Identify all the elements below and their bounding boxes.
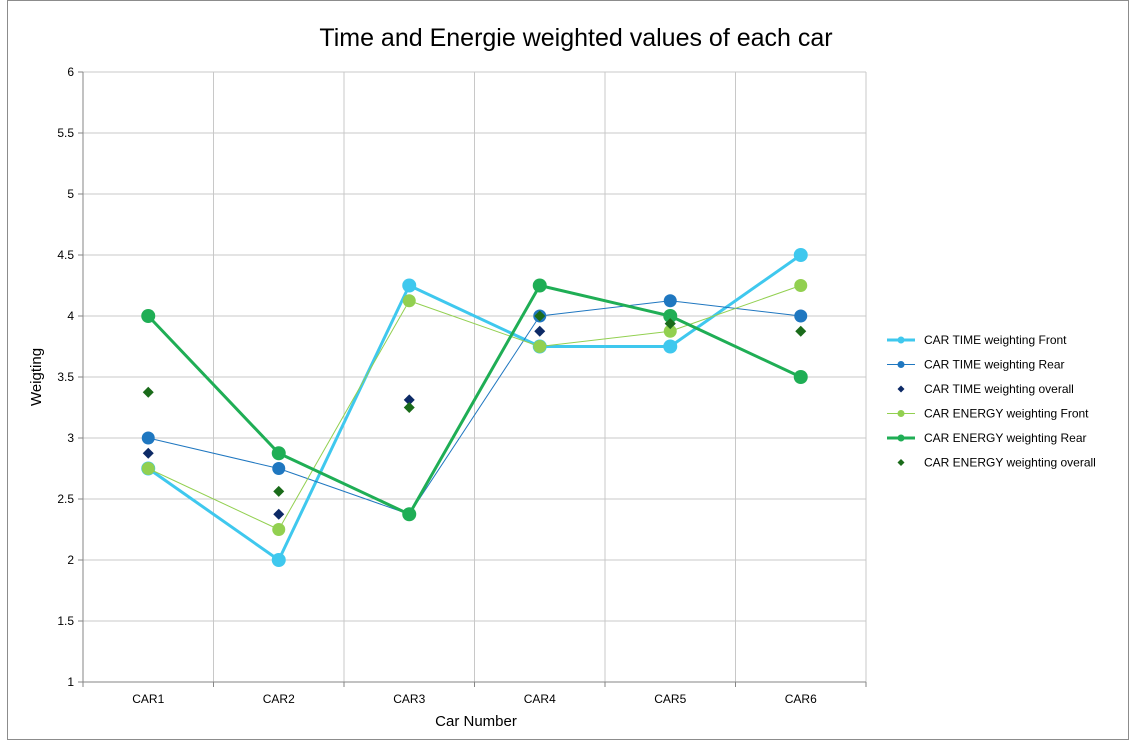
x-tick-label: CAR2 <box>263 692 295 706</box>
legend-item: CAR TIME weighting overall <box>897 382 1074 396</box>
series-layer <box>141 248 808 567</box>
data-point <box>532 278 547 293</box>
data-point <box>663 294 677 308</box>
data-point <box>271 446 286 461</box>
data-point <box>142 447 154 459</box>
data-point <box>663 324 677 338</box>
x-tick-label: CAR3 <box>393 692 425 706</box>
data-point <box>402 278 417 293</box>
legend-label: CAR TIME weighting Front <box>924 333 1067 347</box>
data-point <box>795 325 807 337</box>
legend-swatch <box>897 459 905 466</box>
y-tick-label: 1 <box>67 675 74 689</box>
data-point <box>141 462 155 475</box>
y-axis-title: Weigting <box>28 348 45 406</box>
legend-label: CAR ENERGY weighting overall <box>924 456 1096 470</box>
legend-marker <box>897 434 905 442</box>
legend-swatch <box>887 410 915 417</box>
legend-item: CAR ENERGY weighting Rear <box>887 431 1087 445</box>
data-point <box>403 402 415 413</box>
legend-label: CAR ENERGY weighting Front <box>924 407 1089 421</box>
data-point <box>793 248 808 262</box>
data-point <box>794 309 808 323</box>
series-5 <box>142 310 807 497</box>
series-line <box>147 253 802 562</box>
legend-marker <box>897 459 905 466</box>
series-line <box>147 284 802 516</box>
y-tick-label: 3 <box>67 431 74 445</box>
data-point <box>403 394 415 406</box>
data-point <box>142 386 154 398</box>
y-tick-label: 3.5 <box>57 370 74 384</box>
legend-swatch <box>897 385 905 393</box>
data-point <box>141 309 156 323</box>
series-line <box>148 285 801 530</box>
legend-marker <box>897 361 905 368</box>
chart-frame: 1 1.5 2 2.5 3 3.5 4 4.5 5 5.5 6 CAR1 CAR2 CAR3 CAR4 CAR… <box>7 0 1129 740</box>
data-point <box>272 462 286 475</box>
gridlines <box>83 71 867 682</box>
data-point <box>141 431 155 445</box>
y-tick-label: 4.5 <box>57 248 74 262</box>
data-point <box>793 370 808 384</box>
series-line <box>148 300 801 515</box>
data-point <box>534 325 546 337</box>
x-tick-label: CAR4 <box>524 692 556 706</box>
y-tick-label: 4 <box>67 309 74 323</box>
data-point <box>534 310 546 322</box>
chart-title: Time and Energie weighted values of each… <box>319 24 832 52</box>
legend-label: CAR TIME weighting Rear <box>924 358 1065 372</box>
legend-swatch <box>887 434 915 442</box>
legend-swatch <box>887 361 915 368</box>
data-point <box>663 339 678 354</box>
legend-item: CAR TIME weighting Front <box>887 333 1067 347</box>
x-tick-label: CAR6 <box>785 692 817 706</box>
data-point <box>794 279 808 292</box>
data-point <box>272 523 286 536</box>
data-point <box>402 507 417 522</box>
y-tick-label: 2.5 <box>57 492 74 506</box>
x-axis-title: Car Number <box>435 713 517 730</box>
legend-item: CAR ENERGY weighting Front <box>887 407 1089 421</box>
y-tick-label: 5.5 <box>57 126 74 140</box>
legend-marker <box>897 336 905 344</box>
series-4 <box>141 278 808 522</box>
chart-canvas: 1 1.5 2 2.5 3 3.5 4 4.5 5 5.5 6 CAR1 CAR2 CAR3 CAR4 CAR… <box>28 24 1096 730</box>
legend-item: CAR TIME weighting Rear <box>887 358 1065 372</box>
y-tick-label: 1.5 <box>57 614 74 628</box>
legend: CAR TIME weighting Front CAR TIME weighti… <box>887 333 1096 470</box>
data-point <box>273 508 285 520</box>
data-point <box>533 340 547 353</box>
y-tick-label: 5 <box>67 187 74 201</box>
series-3 <box>141 279 808 536</box>
legend-label: CAR TIME weighting overall <box>924 382 1074 396</box>
y-tick-label: 2 <box>67 553 74 567</box>
legend-label: CAR ENERGY weighting Rear <box>924 431 1087 445</box>
data-point <box>402 294 416 308</box>
legend-marker <box>897 385 905 393</box>
data-point <box>663 309 678 323</box>
data-point <box>273 485 285 497</box>
legend-swatch <box>887 336 915 344</box>
y-tick-label: 6 <box>67 65 74 79</box>
axes: 1 1.5 2 2.5 3 3.5 4 4.5 5 5.5 6 CAR1 CAR2 CAR3 CAR4 CAR… <box>57 65 867 706</box>
x-tick-label: CAR5 <box>654 692 686 706</box>
legend-marker <box>897 410 905 417</box>
legend-item: CAR ENERGY weighting overall <box>897 456 1096 470</box>
data-point <box>664 318 676 330</box>
x-tick-label: CAR1 <box>132 692 164 706</box>
data-point <box>271 553 286 567</box>
